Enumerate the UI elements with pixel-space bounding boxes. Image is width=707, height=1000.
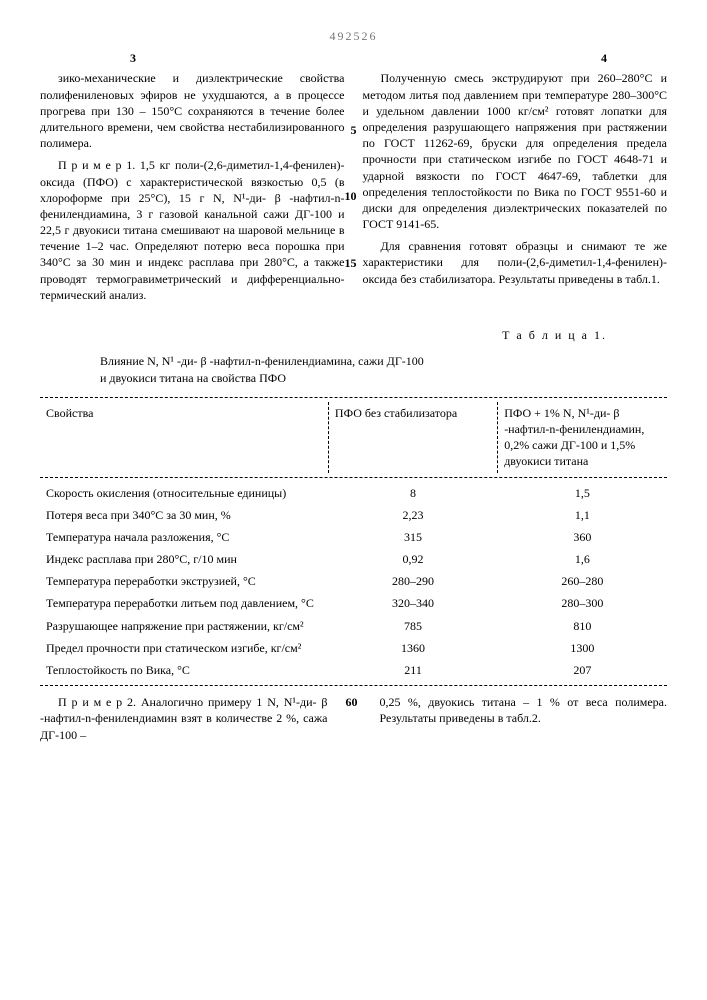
table-cell-property: Индекс расплава при 280°С, г/10 мин	[40, 548, 328, 570]
dash-rule-mid	[40, 477, 667, 478]
two-column-text: зико-механические и диэлектрические свой…	[40, 70, 667, 309]
table-row: Скорость окисления (относительные единиц…	[40, 482, 667, 504]
table-cell-value-a: 1360	[328, 637, 497, 659]
table-header-row: Свойства ПФО без стабилизатора ПФО + 1% …	[40, 402, 667, 473]
example-2-right: 0,25 %, двуокись титана – 1 % от веса по…	[380, 694, 668, 743]
table-cell-value-b: 207	[498, 659, 667, 681]
table-row: Разрушающее напряжение при растяжении, к…	[40, 615, 667, 637]
document-number: 492526	[40, 28, 667, 44]
table-row: Теплостойкость по Вика, °С211207	[40, 659, 667, 681]
table-cell-value-a: 315	[328, 526, 497, 548]
page-number-right: 4	[601, 50, 607, 66]
table-cell-property: Температура начала разложения, °С	[40, 526, 328, 548]
right-column: Полученную смесь экструдируют при 260–28…	[363, 70, 668, 309]
properties-table: Свойства ПФО без стабилизатора ПФО + 1% …	[40, 402, 667, 473]
dash-rule-top	[40, 397, 667, 398]
line-marker-15: 15	[345, 255, 357, 271]
table-intro-line-1: Влияние N, N¹ -ди- β -нафтил-n-фениленди…	[100, 354, 424, 368]
table-header-with-stabilizer: ПФО + 1% N, N¹-ди- β -нафтил-n-фениленди…	[498, 402, 667, 473]
table-cell-value-a: 785	[328, 615, 497, 637]
table-intro: Влияние N, N¹ -ди- β -нафтил-n-фениленди…	[100, 353, 667, 387]
table-cell-property: Скорость окисления (относительные единиц…	[40, 482, 328, 504]
table-row: Температура начала разложения, °С315360	[40, 526, 667, 548]
table-cell-value-a: 0,92	[328, 548, 497, 570]
table-row: Потеря веса при 340°С за 30 мин, %2,231,…	[40, 504, 667, 526]
example-2-row: П р и м е р 2. Аналогично примеру 1 N, N…	[40, 694, 667, 743]
dash-rule-bottom	[40, 685, 667, 686]
table-row: Температура переработки экструзией, °С28…	[40, 570, 667, 592]
line-marker-60: 60	[346, 694, 362, 743]
table-cell-value-b: 810	[498, 615, 667, 637]
table-cell-property: Потеря веса при 340°С за 30 мин, %	[40, 504, 328, 526]
table-cell-property: Разрушающее напряжение при растяжении, к…	[40, 615, 328, 637]
table-cell-value-b: 360	[498, 526, 667, 548]
table-intro-line-2: и двуокиси титана на свойства ПФО	[100, 371, 286, 385]
table-row: Индекс расплава при 280°С, г/10 мин0,921…	[40, 548, 667, 570]
table-cell-property: Предел прочности при статическом изгибе,…	[40, 637, 328, 659]
table-cell-value-b: 280–300	[498, 592, 667, 614]
page-number-row: 3 4	[40, 50, 667, 70]
table-caption: Т а б л и ц а 1.	[40, 327, 607, 343]
table-cell-value-a: 8	[328, 482, 497, 504]
table-row: Температура переработки литьем под давле…	[40, 592, 667, 614]
table-cell-value-b: 1,6	[498, 548, 667, 570]
left-column: зико-механические и диэлектрические свой…	[40, 70, 345, 309]
left-para-2: П р и м е р 1. 1,5 кг поли-(2,6-диметил-…	[40, 157, 345, 303]
table-cell-property: Температура переработки экструзией, °С	[40, 570, 328, 592]
page-number-left: 3	[130, 50, 136, 66]
table-cell-value-b: 1,1	[498, 504, 667, 526]
left-para-1: зико-механические и диэлектрические свой…	[40, 70, 345, 151]
example-2-left: П р и м е р 2. Аналогично примеру 1 N, N…	[40, 694, 328, 743]
line-marker-5: 5	[345, 122, 357, 138]
right-para-2: Для сравнения готовят образцы и снимают …	[363, 238, 668, 287]
table-cell-value-b: 1300	[498, 637, 667, 659]
table-cell-value-a: 2,23	[328, 504, 497, 526]
right-para-1: Полученную смесь экструдируют при 260–28…	[363, 70, 668, 232]
table-cell-value-b: 1,5	[498, 482, 667, 504]
table-cell-property: Теплостойкость по Вика, °С	[40, 659, 328, 681]
table-cell-value-a: 280–290	[328, 570, 497, 592]
table-header-without-stabilizer: ПФО без стабилизатора	[328, 402, 497, 473]
line-marker-10: 10	[345, 188, 357, 204]
properties-table-body: Скорость окисления (относительные единиц…	[40, 482, 667, 682]
table-cell-property: Температура переработки литьем под давле…	[40, 592, 328, 614]
table-cell-value-b: 260–280	[498, 570, 667, 592]
table-cell-value-a: 211	[328, 659, 497, 681]
table-row: Предел прочности при статическом изгибе,…	[40, 637, 667, 659]
table-header-properties: Свойства	[40, 402, 328, 473]
table-cell-value-a: 320–340	[328, 592, 497, 614]
